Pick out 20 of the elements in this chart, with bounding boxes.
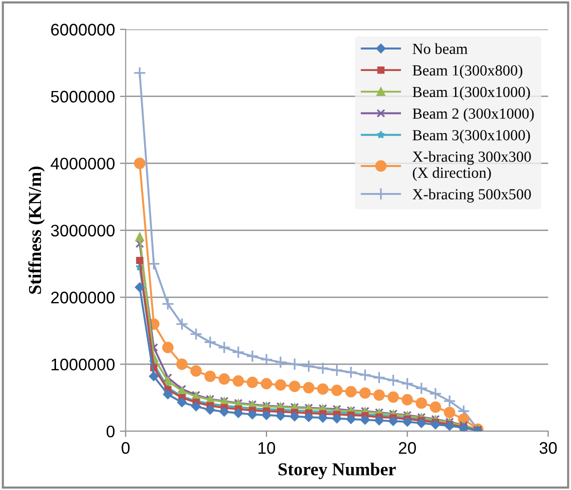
y-tick-label: 1000000 bbox=[52, 358, 115, 370]
legend-label: X-bracing 500x500 bbox=[412, 188, 531, 203]
legend-label: X-bracing 300x300 (X direction) bbox=[412, 151, 531, 181]
legend-label: Beam 3(300x1000) bbox=[412, 130, 530, 144]
legend-label: Beam 2 (300x1000) bbox=[412, 108, 534, 122]
y-tick-label: 0 bbox=[106, 426, 115, 438]
x-tick-label: 0 bbox=[122, 442, 130, 454]
y-tick-label: 5000000 bbox=[50, 90, 115, 103]
y-tick-label: 2000000 bbox=[51, 292, 115, 304]
legend-label: Beam 1(300x800) bbox=[412, 64, 522, 79]
legend-label: Beam 1(300x1000) bbox=[412, 86, 530, 100]
x-tick-label: 10 bbox=[258, 442, 276, 454]
x-tick-label: 30 bbox=[540, 442, 557, 454]
x-axis-title: Storey Number bbox=[278, 462, 396, 480]
legend-label: No beam bbox=[412, 43, 468, 54]
x-tick-label: 20 bbox=[398, 442, 416, 454]
y-tick-label: 3000000 bbox=[50, 224, 115, 237]
y-axis-title: Stiffness (KN/m) bbox=[28, 166, 45, 294]
y-tick-label: 4000000 bbox=[50, 158, 115, 170]
y-tick-label: 6000000 bbox=[51, 24, 115, 36]
